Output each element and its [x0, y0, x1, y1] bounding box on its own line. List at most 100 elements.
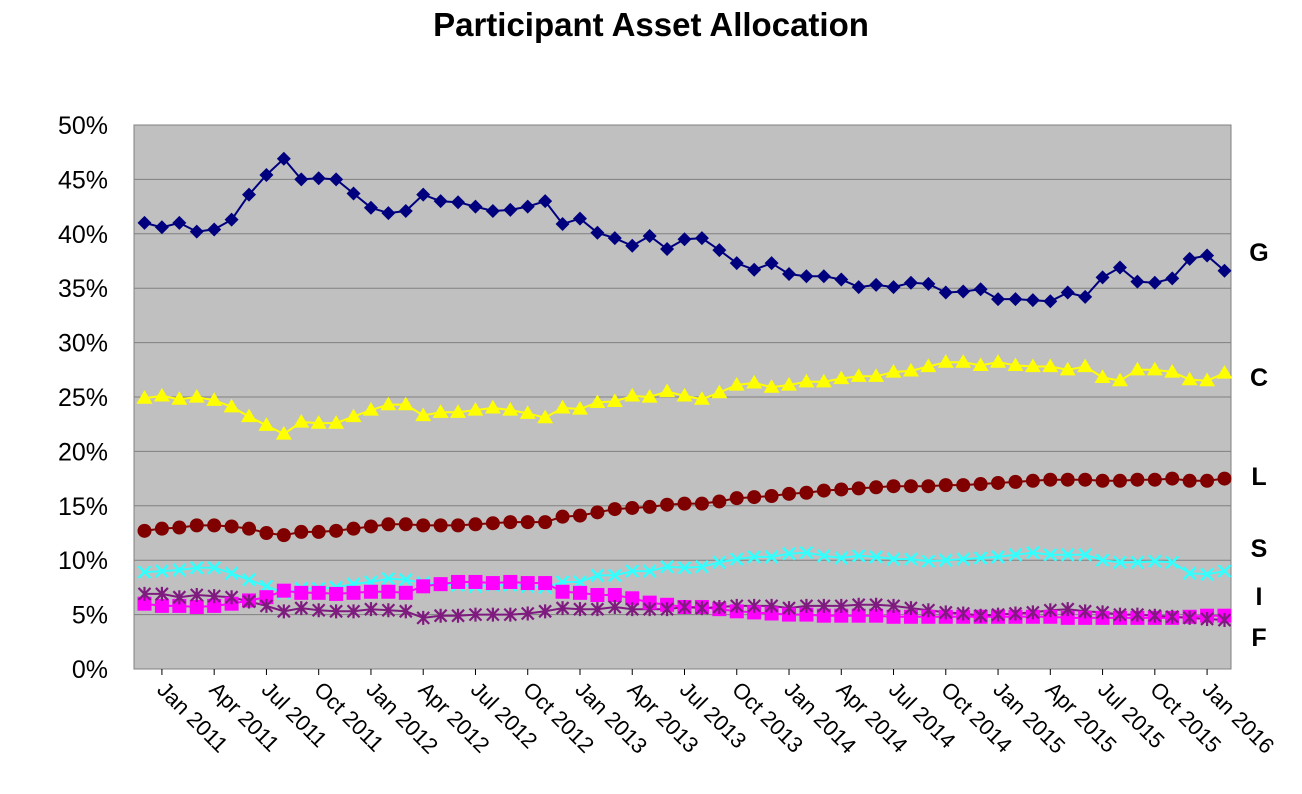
point-i: [189, 599, 204, 614]
point-l: [938, 478, 953, 493]
point-s: [712, 555, 727, 570]
point-c: [763, 379, 780, 393]
point-f: [277, 604, 291, 619]
point-c: [258, 417, 275, 431]
point-l: [1130, 472, 1145, 487]
point-g: [294, 172, 309, 187]
point-f: [973, 608, 988, 623]
point-s: [242, 572, 256, 587]
point-g: [1078, 289, 1093, 304]
point-l: [468, 517, 483, 532]
point-i: [851, 608, 866, 623]
point-i: [485, 576, 500, 591]
point-f: [520, 606, 535, 621]
point-c: [693, 391, 710, 405]
point-l: [799, 485, 814, 500]
point-l: [782, 486, 797, 501]
point-c: [223, 398, 240, 413]
point-l: [903, 479, 918, 494]
point-s: [851, 548, 866, 563]
point-g: [433, 194, 448, 209]
point-l: [851, 481, 866, 496]
point-s: [137, 565, 152, 580]
point-f: [259, 598, 274, 613]
point-l: [154, 521, 169, 536]
point-f: [1060, 602, 1075, 617]
point-c: [1007, 357, 1024, 372]
point-g: [747, 262, 762, 277]
point-s: [642, 564, 657, 578]
point-i: [607, 588, 622, 603]
point-l: [694, 496, 709, 511]
point-f: [538, 604, 552, 619]
point-g: [1112, 260, 1127, 275]
point-c: [467, 402, 484, 416]
point-l: [224, 519, 239, 534]
point-i: [572, 585, 587, 600]
point-l: [956, 478, 971, 493]
point-c: [1181, 371, 1198, 386]
point-f: [642, 602, 657, 617]
point-l: [398, 517, 413, 532]
point-s: [1217, 564, 1232, 578]
point-f: [381, 603, 396, 618]
point-c: [1024, 358, 1041, 373]
point-f: [851, 597, 866, 612]
point-l: [346, 521, 361, 536]
point-g: [1043, 294, 1058, 309]
point-f: [904, 601, 918, 616]
point-f: [137, 586, 152, 601]
point-g: [799, 269, 814, 284]
point-f: [921, 603, 936, 618]
point-i: [451, 574, 466, 589]
point-i: [416, 579, 431, 594]
point-f: [155, 586, 169, 601]
point-g: [485, 203, 500, 218]
point-l: [433, 518, 448, 533]
point-g: [1060, 285, 1075, 300]
y-tick-label: 10%: [58, 547, 108, 575]
point-l: [747, 490, 762, 505]
point-c: [293, 414, 310, 428]
point-l: [712, 494, 727, 509]
point-s: [973, 551, 988, 565]
point-c: [1164, 363, 1181, 378]
point-l: [1008, 474, 1023, 489]
point-l: [555, 509, 570, 524]
point-f: [399, 604, 413, 619]
point-g: [189, 224, 204, 239]
point-l: [189, 518, 204, 533]
point-f: [311, 603, 326, 618]
point-l: [572, 508, 587, 523]
point-s: [938, 553, 953, 568]
point-g: [1165, 271, 1180, 286]
series-label-i: I: [1256, 583, 1263, 611]
point-c: [1216, 365, 1233, 379]
point-c: [241, 408, 258, 423]
point-s: [590, 568, 605, 583]
point-c: [833, 370, 850, 385]
point-g: [1025, 293, 1040, 308]
point-l: [729, 491, 744, 506]
y-tick-label: 25%: [58, 384, 108, 412]
point-l: [451, 518, 466, 533]
point-g: [154, 220, 169, 235]
point-s: [764, 550, 779, 564]
point-c: [676, 387, 693, 402]
point-c: [206, 392, 223, 406]
point-g: [520, 199, 535, 214]
point-f: [747, 598, 761, 613]
point-l: [1217, 471, 1232, 486]
point-i: [207, 598, 222, 613]
point-f: [1078, 604, 1092, 619]
series-end-labels: G C L SIF: [1249, 239, 1268, 652]
point-l: [886, 479, 901, 494]
point-f: [468, 607, 483, 622]
point-c: [1094, 369, 1111, 384]
point-i: [503, 574, 518, 589]
point-s: [381, 571, 396, 586]
point-f: [799, 598, 814, 613]
point-l: [363, 519, 378, 534]
point-s: [695, 559, 709, 574]
point-g: [677, 232, 692, 247]
